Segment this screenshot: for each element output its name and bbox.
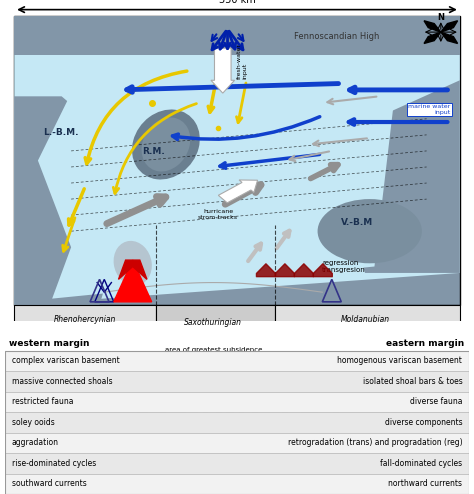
Bar [5, 351, 469, 494]
Text: western margin: western margin [9, 339, 90, 348]
Ellipse shape [318, 199, 422, 263]
Text: fall-dominated cycles: fall-dominated cycles [380, 459, 462, 468]
Text: diverse components: diverse components [385, 418, 462, 427]
Ellipse shape [142, 118, 190, 171]
Text: massive connected shoals: massive connected shoals [12, 377, 112, 386]
Text: isolated shoal bars & toes: isolated shoal bars & toes [363, 377, 462, 386]
Bar [5, 453, 469, 474]
Text: Saxothuringian: Saxothuringian [184, 318, 242, 327]
Polygon shape [14, 96, 118, 305]
Text: regression
transgresion: regression transgresion [322, 260, 366, 273]
Bar [14, 305, 156, 334]
Polygon shape [441, 32, 457, 43]
Text: homogenous variscan basement: homogenous variscan basement [337, 356, 462, 365]
Polygon shape [424, 32, 441, 43]
Polygon shape [14, 16, 460, 55]
Polygon shape [38, 93, 393, 298]
FancyArrow shape [211, 48, 235, 93]
Text: northward currents: northward currents [388, 479, 462, 488]
Ellipse shape [114, 241, 152, 286]
Text: Rhenohercynian: Rhenohercynian [54, 315, 117, 324]
Text: rise-dominated cycles: rise-dominated cycles [12, 459, 96, 468]
Polygon shape [114, 260, 152, 302]
Bar [5, 433, 469, 453]
Bar [5, 412, 469, 433]
Ellipse shape [132, 110, 200, 179]
Text: SYMMETRY: SYMMETRY [124, 396, 350, 429]
Polygon shape [118, 260, 147, 280]
Text: hurricane
strom-tracks: hurricane strom-tracks [198, 209, 238, 219]
Text: soley ooids: soley ooids [12, 418, 55, 427]
Text: L.-B.M.: L.-B.M. [43, 128, 78, 137]
Text: Fennoscandian High: Fennoscandian High [294, 32, 379, 41]
Text: diverse fauna: diverse fauna [410, 397, 462, 406]
Bar [5, 392, 469, 412]
Text: complex variscan basement: complex variscan basement [12, 356, 119, 365]
Polygon shape [424, 21, 441, 32]
Bar [156, 305, 275, 340]
Polygon shape [441, 21, 457, 32]
Text: fresh-water
input: fresh-water input [237, 43, 248, 79]
Text: area of greatest subsidence: area of greatest subsidence [164, 347, 262, 353]
Text: 350 km: 350 km [219, 0, 255, 5]
Bar [5, 351, 469, 371]
Text: southward currents: southward currents [12, 479, 86, 488]
Text: Moldanubian: Moldanubian [340, 315, 390, 324]
Polygon shape [14, 16, 460, 305]
Text: N: N [438, 13, 444, 23]
Polygon shape [341, 81, 460, 273]
Text: eastern margin: eastern margin [386, 339, 465, 348]
Bar [275, 305, 460, 334]
Text: V.-B.M: V.-B.M [341, 218, 374, 227]
Text: R.M.: R.M. [142, 147, 165, 156]
Text: marine water
input: marine water input [408, 104, 450, 115]
Bar [5, 474, 469, 494]
Text: restricted fauna: restricted fauna [12, 397, 73, 406]
Text: aggradation: aggradation [12, 438, 59, 447]
Bar [5, 371, 469, 392]
Text: retrogradation (trans) and progradation (reg): retrogradation (trans) and progradation … [288, 438, 462, 447]
FancyArrow shape [219, 180, 257, 203]
